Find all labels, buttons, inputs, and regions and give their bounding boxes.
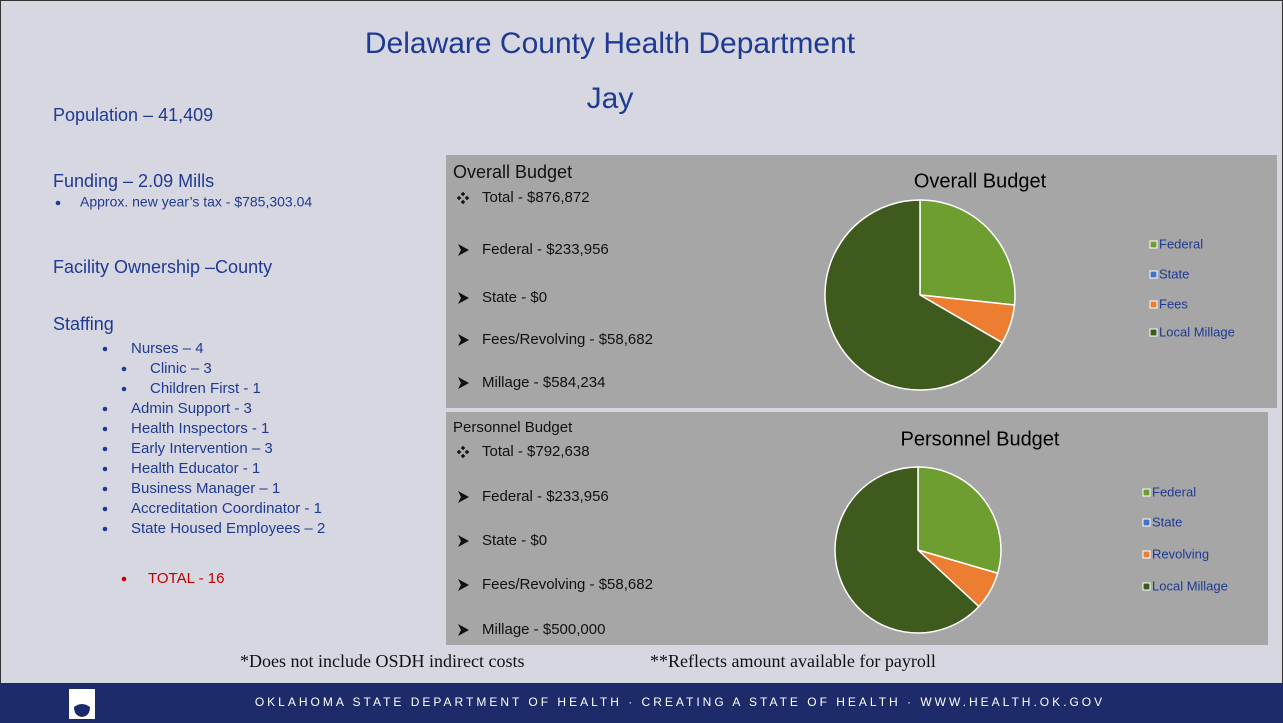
budget-total: Total - $792,638	[482, 443, 590, 460]
legend-label: Local Millage	[1159, 324, 1235, 339]
bullet	[102, 526, 108, 532]
staff-item: Health Inspectors - 1	[131, 420, 269, 437]
bullet	[460, 191, 466, 197]
note: **Reflects amount available for payroll	[650, 651, 936, 671]
legend-swatch	[1149, 270, 1158, 279]
legend-label: Federal	[1152, 484, 1196, 499]
legend-label: Local Millage	[1152, 578, 1228, 593]
bullet	[102, 346, 108, 352]
pie-slice	[824, 199, 1004, 391]
bullet	[464, 195, 470, 201]
bullet	[102, 446, 108, 452]
budget-total: Total - $876,872	[482, 189, 590, 206]
legend-label: State	[1159, 266, 1189, 281]
staffing-heading: Staffing	[53, 314, 114, 334]
bullet	[102, 406, 108, 412]
legend-swatch	[1142, 488, 1151, 497]
bullet	[458, 535, 469, 547]
pie-slice	[917, 466, 1002, 575]
staff-item: Clinic – 3	[150, 360, 212, 377]
bullet	[458, 377, 469, 389]
legend-swatch	[1142, 550, 1151, 559]
pie-slice	[834, 466, 980, 634]
budget-heading: Personnel Budget	[453, 419, 573, 436]
bullet	[456, 195, 462, 201]
title: Delaware County Health Department	[365, 27, 856, 60]
bullet	[458, 491, 469, 503]
bullet	[460, 199, 466, 205]
staff-item: Children First - 1	[150, 380, 261, 397]
bullet	[102, 426, 108, 432]
legend-swatch	[1149, 300, 1158, 309]
population: Population – 41,409	[53, 105, 213, 125]
logo-apple	[74, 704, 90, 717]
legend-label: Revolving	[1152, 546, 1209, 561]
budget-heading: Overall Budget	[453, 162, 572, 182]
legend-swatch	[1142, 582, 1151, 591]
bullet	[121, 386, 127, 392]
legend-label: Fees	[1159, 296, 1188, 311]
budget-line: State - $0	[482, 532, 547, 549]
bullet	[456, 449, 462, 455]
note: *Does not include OSDH indirect costs	[240, 651, 524, 671]
bullet	[121, 366, 127, 372]
bullet	[464, 449, 470, 455]
bullet	[55, 200, 61, 206]
pie-slice	[919, 199, 1016, 306]
legend-swatch	[1149, 240, 1158, 249]
legend-label: Federal	[1159, 236, 1203, 251]
legend-swatch	[1142, 518, 1151, 527]
bullet	[458, 292, 469, 304]
staff-item: Accreditation Coordinator - 1	[131, 500, 322, 517]
bullet	[458, 624, 469, 636]
bullet	[460, 453, 466, 459]
budget-line: Federal - $233,956	[482, 241, 609, 258]
bullet	[458, 579, 469, 591]
staff-item: State Housed Employees – 2	[131, 520, 325, 537]
staff-item: Early Intervention – 3	[131, 440, 273, 457]
bullet	[102, 486, 108, 492]
bullet	[102, 506, 108, 512]
staff-item: Business Manager – 1	[131, 480, 280, 497]
staff-item: Admin Support - 3	[131, 400, 252, 417]
bullet	[102, 466, 108, 472]
footer-text: OKLAHOMA STATE DEPARTMENT OF HEALTH · CR…	[255, 695, 1105, 709]
budget-line: Millage - $584,234	[482, 374, 605, 391]
legend-swatch	[1149, 328, 1158, 337]
staff-item: Nurses – 4	[131, 340, 204, 357]
budget-line: Federal - $233,956	[482, 488, 609, 505]
budget-line: Millage - $500,000	[482, 621, 605, 638]
staff-item: Health Educator - 1	[131, 460, 260, 477]
staff-total: TOTAL - 16	[148, 570, 224, 587]
budget-line: Fees/Revolving - $58,682	[482, 331, 653, 348]
budget-line: Fees/Revolving - $58,682	[482, 576, 653, 593]
bullet	[458, 244, 469, 256]
subtitle: Jay	[587, 82, 634, 115]
legend-label: State	[1152, 514, 1182, 529]
funding: Funding – 2.09 Mills	[53, 171, 214, 191]
ownership: Facility Ownership –County	[53, 257, 272, 277]
budget-line: State - $0	[482, 289, 547, 306]
bullet	[121, 576, 127, 582]
chart-title: Overall Budget	[914, 170, 1047, 192]
footer-bar	[0, 683, 1283, 723]
chart-title: Personnel Budget	[900, 428, 1059, 450]
bullet	[460, 445, 466, 451]
funding-note: Approx. new year’s tax - $785,303.04	[80, 194, 312, 210]
bullet	[458, 334, 469, 346]
